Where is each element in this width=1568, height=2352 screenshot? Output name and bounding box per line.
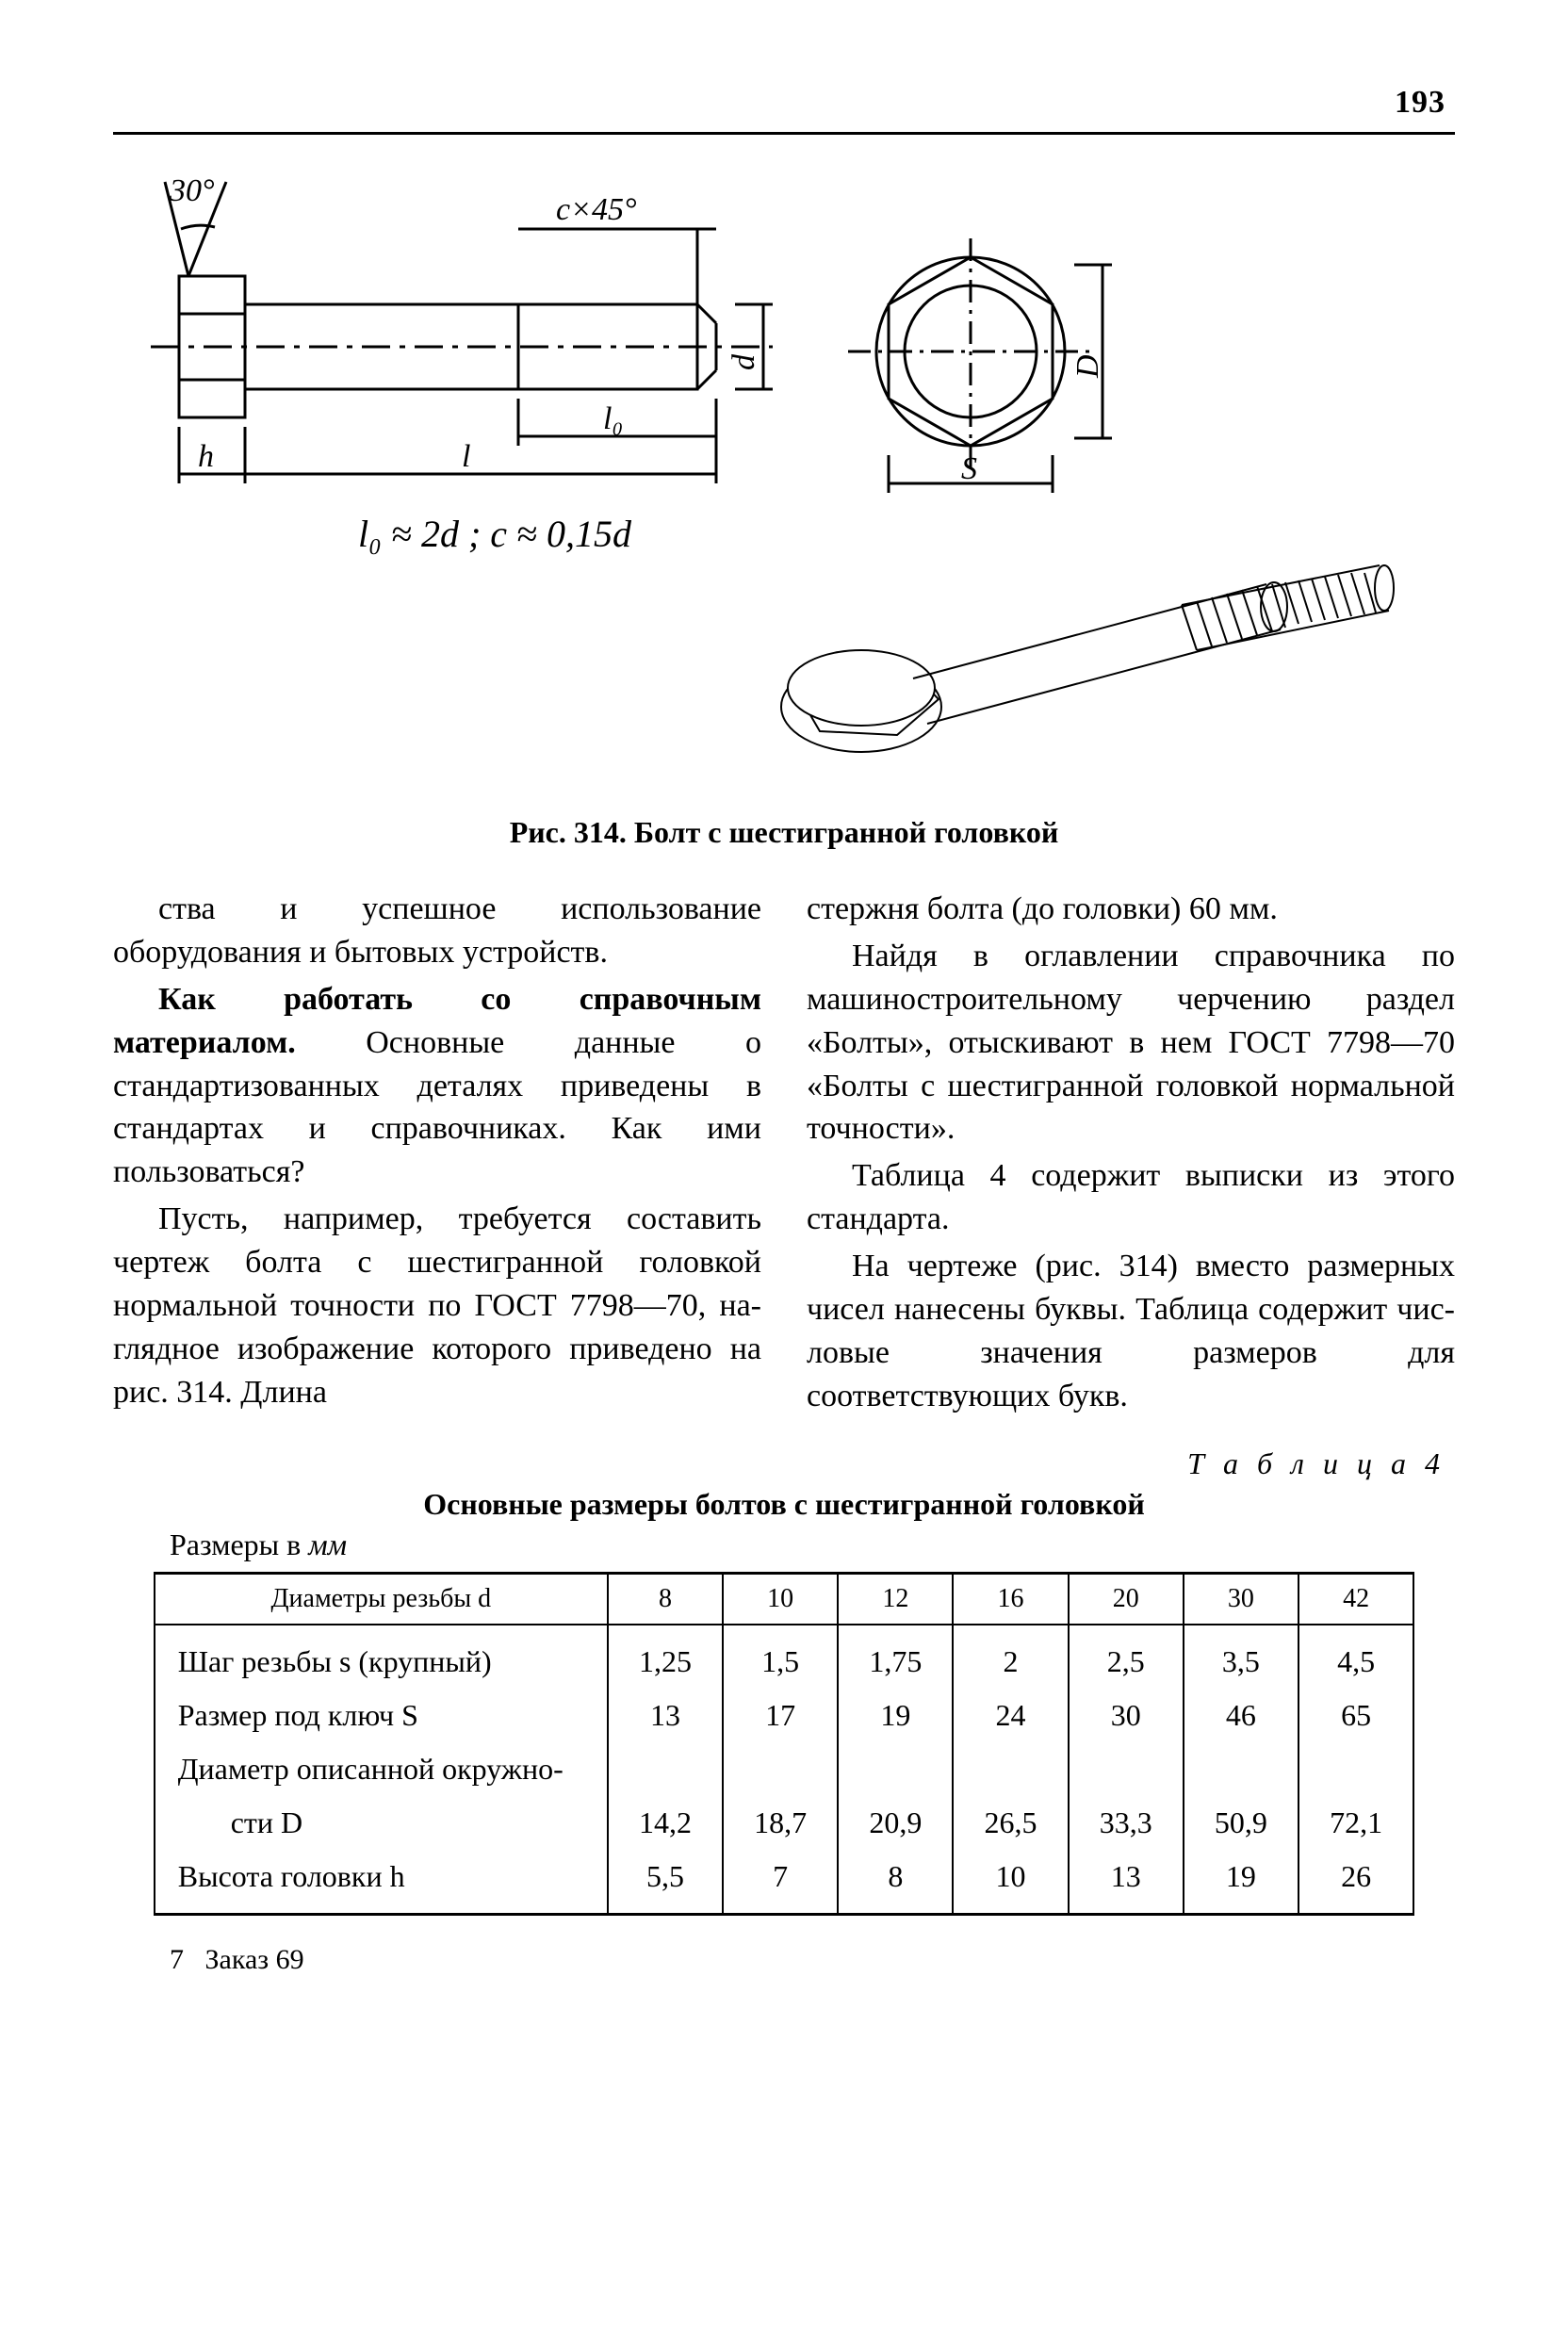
table-row: Диаметр описанной окружно- xyxy=(155,1742,1414,1796)
dim-D: D xyxy=(1070,354,1105,379)
table-cell: 8 xyxy=(838,1850,953,1915)
table-cell: 13 xyxy=(1069,1850,1184,1915)
table-cell: 33,3 xyxy=(1069,1796,1184,1850)
footer: 7 Заказ 69 xyxy=(170,1944,1455,1976)
table-col: 12 xyxy=(838,1573,953,1625)
table-cell: 2,5 xyxy=(1069,1635,1184,1689)
table-cell: 10 xyxy=(953,1850,1068,1915)
dimensions-table: Диаметры резьбы d 8 10 12 16 20 30 42 Ша… xyxy=(154,1572,1415,1916)
table-cell: 72,1 xyxy=(1298,1796,1413,1850)
table-cell: 5,5 xyxy=(608,1850,723,1915)
page-number: 193 xyxy=(1395,85,1446,121)
body-p4: стержня болта (до головки) 60 мм. xyxy=(807,888,1455,931)
figure-caption: Рис. 314. Болт с шестигранной головкой xyxy=(113,815,1455,850)
dim-d: d xyxy=(727,353,761,370)
table-cell xyxy=(953,1742,1068,1796)
table-units: Размеры в мм xyxy=(170,1527,1455,1562)
table-cell: 26 xyxy=(1298,1850,1413,1915)
table-cell: 1,25 xyxy=(608,1635,723,1689)
table-cell: 26,5 xyxy=(953,1796,1068,1850)
bolt-side-drawing: 30° c×45° d l₀ l h xyxy=(113,163,792,502)
page: 193 xyxy=(0,0,1568,2352)
table-col: 8 xyxy=(608,1573,723,1625)
table-cell: 3,5 xyxy=(1184,1635,1298,1689)
table-cell: 2 xyxy=(953,1635,1068,1689)
table-cell: 13 xyxy=(608,1689,723,1742)
table-title: Основные размеры болтов с шестигранной г… xyxy=(113,1487,1455,1522)
table-cell: 18,7 xyxy=(723,1796,838,1850)
table-col: 20 xyxy=(1069,1573,1184,1625)
table-header-label: Диаметры резьбы d xyxy=(155,1573,608,1625)
table-col: 16 xyxy=(953,1573,1068,1625)
dim-l0: l₀ xyxy=(603,401,623,436)
body-p3: Пусть, например, требуется составить чер… xyxy=(113,1198,761,1413)
table-cell: 24 xyxy=(953,1689,1068,1742)
table-cell: 1,75 xyxy=(838,1635,953,1689)
table-cell: 4,5 xyxy=(1298,1635,1413,1689)
table-cell xyxy=(1298,1742,1413,1796)
row-label: Высота головки h xyxy=(155,1850,608,1915)
body-p5: Найдя в оглавлении справоч­ника по машин… xyxy=(807,935,1455,1151)
table-col: 30 xyxy=(1184,1573,1298,1625)
table-cell: 14,2 xyxy=(608,1796,723,1850)
row-label: сти D xyxy=(155,1796,608,1850)
body-p1: ства и успешное использование оборудован… xyxy=(113,888,761,974)
table-col: 10 xyxy=(723,1573,838,1625)
table-label: Т а б л и ц а 4 xyxy=(113,1446,1446,1481)
table-cell xyxy=(723,1742,838,1796)
dim-l: l xyxy=(462,439,470,474)
bolt-3d-drawing xyxy=(113,537,1417,787)
row-label: Диаметр описанной окружно- xyxy=(155,1742,608,1796)
table-cell: 7 xyxy=(723,1850,838,1915)
body-p6: Таблица 4 содержит выпи­ски из этого ста… xyxy=(807,1154,1455,1241)
row-label: Размер под ключ S xyxy=(155,1689,608,1742)
figure-row: 30° c×45° d l₀ l h xyxy=(113,163,1455,502)
table-cell: 17 xyxy=(723,1689,838,1742)
table-cell: 19 xyxy=(1184,1850,1298,1915)
table-cell: 20,9 xyxy=(838,1796,953,1850)
table-cell: 65 xyxy=(1298,1689,1413,1742)
dim-h: h xyxy=(198,439,214,474)
table-cell xyxy=(838,1742,953,1796)
table-cell xyxy=(1184,1742,1298,1796)
table-cell: 46 xyxy=(1184,1689,1298,1742)
table-header-row: Диаметры резьбы d 8 10 12 16 20 30 42 xyxy=(155,1573,1414,1625)
table-cell xyxy=(608,1742,723,1796)
chamfer-label: c×45° xyxy=(556,192,637,227)
table-row: Шаг резьбы s (крупный)1,251,51,7522,53,5… xyxy=(155,1635,1414,1689)
top-rule xyxy=(113,132,1455,135)
table-row: Высота головки h5,57810131926 xyxy=(155,1850,1414,1915)
body-columns: ства и успешное использование оборудован… xyxy=(113,888,1455,1420)
body-p2: Как работать со справочным материалом. О… xyxy=(113,978,761,1194)
dim-S: S xyxy=(961,451,977,486)
angle-label: 30° xyxy=(169,173,215,208)
table-body: Шаг резьбы s (крупный)1,251,51,7522,53,5… xyxy=(155,1635,1414,1915)
table-cell: 1,5 xyxy=(723,1635,838,1689)
body-p7: На чертеже (рис. 314) вме­сто размерных … xyxy=(807,1245,1455,1418)
table-row: сти D14,218,720,926,533,350,972,1 xyxy=(155,1796,1414,1850)
row-label: Шаг резьбы s (крупный) xyxy=(155,1635,608,1689)
table-cell: 19 xyxy=(838,1689,953,1742)
table-cell: 30 xyxy=(1069,1689,1184,1742)
table-cell xyxy=(1069,1742,1184,1796)
table-col: 42 xyxy=(1298,1573,1413,1625)
table-cell: 50,9 xyxy=(1184,1796,1298,1850)
bolt-head-drawing: D S xyxy=(829,220,1131,502)
table-row: Размер под ключ S13171924304665 xyxy=(155,1689,1414,1742)
